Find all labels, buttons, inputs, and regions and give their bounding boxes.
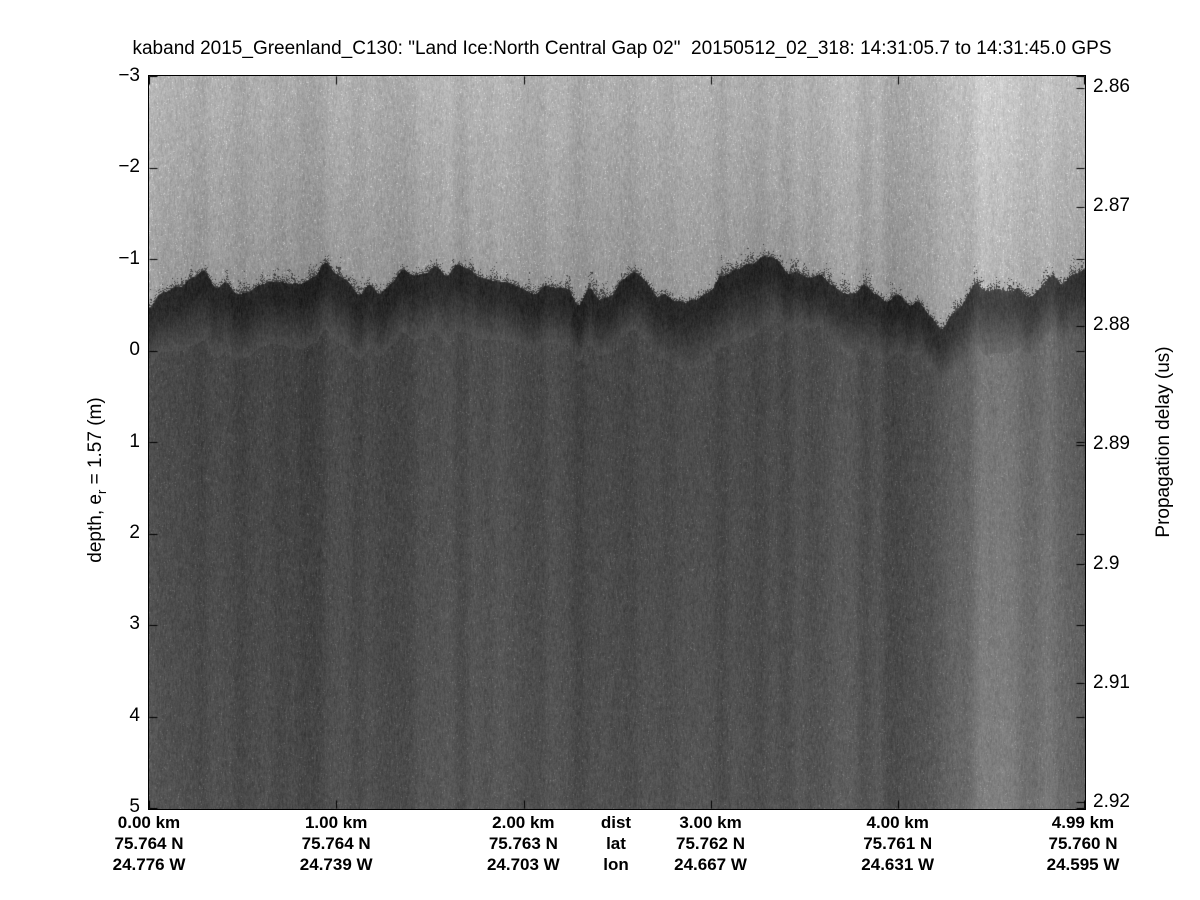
depth-tick-label: −2 <box>118 156 140 178</box>
x-lon-label: 24.739 W <box>299 855 373 874</box>
x-axis-row-header-lat: lat <box>606 834 626 853</box>
delay-tick-label: 2.92 <box>1093 791 1130 813</box>
x-dist-label: 2.00 km <box>492 813 555 832</box>
x-lat-label: 75.763 N <box>488 834 558 853</box>
x-lon-label: 24.667 W <box>674 855 747 874</box>
x-lat-label: 75.760 N <box>1048 834 1118 853</box>
depth-tick-label: 4 <box>129 704 140 726</box>
x-lat-label: 75.764 N <box>301 834 371 853</box>
delay-tick-label: 2.91 <box>1093 671 1130 693</box>
x-dist-label: 4.00 km <box>866 813 929 832</box>
depth-tick-label: 3 <box>129 613 140 635</box>
delay-tick-label: 2.9 <box>1093 552 1120 574</box>
x-lat-label: 75.761 N <box>863 834 933 853</box>
delay-tick-label: 2.87 <box>1093 194 1130 216</box>
depth-tick-label: 1 <box>129 430 140 452</box>
depth-tick-label: 0 <box>129 339 140 361</box>
left-axis-label-subscript: r <box>93 489 109 495</box>
figure-title: kaband 2015_Greenland_C130: "Land Ice:No… <box>132 38 1112 59</box>
x-lon-label: 24.776 W <box>112 855 186 874</box>
x-dist-label: 4.99 km <box>1051 813 1115 832</box>
x-dist-label: 1.00 km <box>304 813 368 832</box>
depth-tick-label: −1 <box>118 247 140 269</box>
echogram-image <box>149 76 1085 809</box>
x-lon-label: 24.595 W <box>1046 855 1120 874</box>
x-lat-label: 75.764 N <box>114 834 184 853</box>
x-lon-label: 24.631 W <box>861 855 935 874</box>
x-axis-row-header-lon: lon <box>603 855 629 874</box>
depth-tick-label: 5 <box>129 796 140 817</box>
depth-tick-label: −3 <box>118 65 140 86</box>
x-lat-label: 75.762 N <box>676 834 746 853</box>
delay-tick-label: 2.88 <box>1093 314 1130 336</box>
x-axis-row-header-dist: dist <box>600 813 632 832</box>
delay-tick-label: 2.89 <box>1093 433 1130 455</box>
plot-area <box>148 75 1086 810</box>
delay-tick-label: 2.86 <box>1093 75 1130 97</box>
x-lon-label: 24.703 W <box>486 855 560 874</box>
depth-tick-label: 2 <box>129 521 140 543</box>
x-dist-label: 0.00 km <box>117 813 181 832</box>
x-dist-label: 3.00 km <box>679 813 742 832</box>
